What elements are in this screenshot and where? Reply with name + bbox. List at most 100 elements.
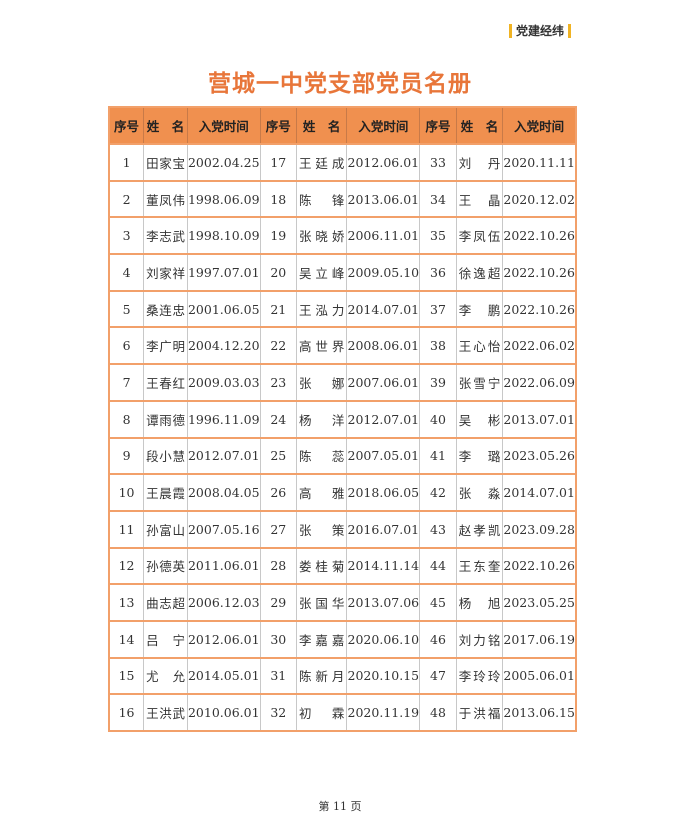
seq-cell: 47 [419,656,457,695]
date-cell: 2014.07.01 [502,473,577,512]
date-cell: 2012.06.01 [346,143,421,182]
date-cell: 2014.05.01 [186,656,261,695]
seq-cell: 33 [419,143,457,182]
column-header: 入党时间 [502,107,577,144]
date-cell: 2020.12.02 [502,179,577,218]
date-cell: 2018.06.05 [346,473,421,512]
seq-cell: 32 [259,693,297,732]
name-cell: 李玲玲 [455,656,504,695]
date-cell: 2001.06.05 [186,289,261,328]
column-header: 序号 [419,107,457,144]
seq-cell: 13 [108,583,145,622]
name-cell: 陈新月 [295,656,348,695]
name-cell: 王泓力 [295,289,348,328]
name-cell: 高世界 [295,326,348,365]
seq-cell: 23 [259,363,297,402]
date-cell: 2022.10.26 [502,546,577,585]
seq-cell: 12 [108,546,145,585]
date-cell: 2014.11.14 [346,546,421,585]
member-table: 序号姓 名入党时间 序号姓 名入党时间 序号姓 名入党时间 1 田家宝 2002.04.… [108,106,577,732]
seq-cell: 45 [419,583,457,622]
table-row: 12 孙德英 2011.06.01 28 娄桂菊 2014.11.14 44 王东奎 2022.… [108,546,577,585]
name-cell: 陈 锋 [295,179,348,218]
column-header: 姓 名 [295,107,348,144]
seq-cell: 24 [259,399,297,438]
table-row: 11 孙富山 2007.05.16 27 张 策 2016.07.01 43 赵孝凯 2023.… [108,509,577,549]
date-cell: 2013.06.15 [502,693,577,732]
tag-bar-right [568,23,572,38]
table-row: 9 段小慧 2012.07.01 25 陈 蕊 2007.05.01 41 李 璐 2023.0… [108,436,577,475]
name-cell: 张国华 [295,583,348,622]
seq-cell: 11 [108,509,145,549]
name-cell: 吕 宁 [143,619,188,659]
seq-cell: 40 [419,399,457,438]
seq-cell: 6 [108,326,145,365]
name-cell: 孙德英 [143,546,188,585]
table-row: 15 尤 允 2014.05.01 31 陈新月 2020.10.15 47 李玲玲 2005.… [108,656,577,695]
name-cell: 刘 丹 [455,143,504,182]
seq-cell: 9 [108,436,145,475]
name-cell: 初 霖 [295,693,348,732]
date-cell: 2022.06.02 [502,326,577,365]
table-row: 6 李广明 2004.12.20 22 高世界 2008.06.01 38 王心怡 2022.0… [108,326,577,365]
seq-cell: 26 [259,473,297,512]
name-cell: 李 璐 [455,436,504,475]
date-cell: 2007.06.01 [346,363,421,402]
table-row: 13 曲志超 2006.12.03 29 张国华 2013.07.06 45 杨 旭 2023.… [108,583,577,622]
date-cell: 2011.06.01 [186,546,261,585]
table-row: 1 田家宝 2002.04.25 17 王廷成 2012.06.01 33 刘 丹 2020.1… [108,143,577,182]
table-row: 16 王洪武 2010.06.01 32 初 霖 2020.11.19 48 于洪福 2013.… [108,693,577,732]
seq-cell: 1 [108,143,145,182]
column-header: 入党时间 [346,107,421,144]
tag-bar-left [509,23,512,38]
date-cell: 1996.11.09 [186,399,261,438]
name-cell: 王洪武 [143,693,188,732]
date-cell: 2020.06.10 [346,619,421,659]
date-cell: 2004.12.20 [186,326,261,365]
date-cell: 2022.10.26 [502,216,577,255]
seq-cell: 37 [419,289,457,328]
name-cell: 张雪宁 [455,363,504,402]
date-cell: 2006.12.03 [186,583,261,622]
date-cell: 2022.10.26 [502,289,577,328]
date-cell: 2008.04.05 [186,473,261,512]
column-header: 姓 名 [143,107,188,144]
seq-cell: 42 [419,473,457,512]
date-cell: 2023.09.28 [502,509,577,549]
table-row: 7 王春红 2009.03.03 23 张 娜 2007.06.01 39 张雪宁 2022.0… [108,363,577,402]
date-cell: 2013.06.01 [346,179,421,218]
name-cell: 刘力铭 [455,619,504,659]
seq-cell: 3 [108,216,145,255]
name-cell: 王东奎 [455,546,504,585]
table-row: 5 桑连忠 2001.06.05 21 王泓力 2014.07.01 37 李 鹏 2022.1… [108,289,577,328]
name-cell: 李 鹏 [455,289,504,328]
date-cell: 2012.06.01 [186,619,261,659]
seq-cell: 7 [108,363,145,402]
seq-cell: 15 [108,656,145,695]
name-cell: 王晨霞 [143,473,188,512]
seq-cell: 31 [259,656,297,695]
name-cell: 李凤伍 [455,216,504,255]
name-cell: 娄桂菊 [295,546,348,585]
name-cell: 王春红 [143,363,188,402]
date-cell: 2013.07.06 [346,583,421,622]
column-header: 序号 [259,107,297,144]
seq-cell: 25 [259,436,297,475]
table-row: 10 王晨霞 2008.04.05 26 高 雅 2018.06.05 42 张 淼 2014.… [108,473,577,512]
seq-cell: 18 [259,179,297,218]
seq-cell: 35 [419,216,457,255]
date-cell: 2020.10.15 [346,656,421,695]
seq-cell: 17 [259,143,297,182]
page-number: 第 11 页 [318,800,362,813]
date-cell: 2022.06.09 [502,363,577,402]
seq-cell: 14 [108,619,145,659]
date-cell: 2016.07.01 [346,509,421,549]
seq-cell: 21 [259,289,297,328]
section-tag-label: 党建经纬 [516,24,565,38]
date-cell: 1997.07.01 [186,253,261,292]
seq-cell: 43 [419,509,457,549]
date-cell: 2007.05.16 [186,509,261,549]
date-cell: 2020.11.11 [502,143,577,182]
name-cell: 吴 彬 [455,399,504,438]
table-header-row: 序号姓 名入党时间 序号姓 名入党时间 序号姓 名入党时间 [108,107,577,144]
